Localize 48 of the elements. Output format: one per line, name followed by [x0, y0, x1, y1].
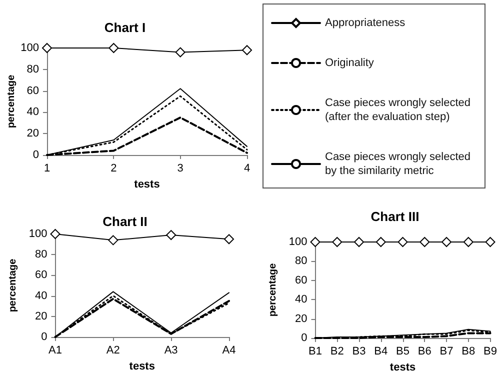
y-tick-label: 20: [26, 128, 39, 140]
x-tick-label: B8: [462, 346, 476, 358]
y-tick-label: 20: [295, 312, 308, 325]
legend-label: Case pieces wrongly selected by the similarity metric: [325, 151, 474, 177]
x-tick-label: B5: [396, 346, 410, 358]
chart-title: Chart I: [104, 20, 146, 35]
legend-label: Originality: [325, 57, 374, 69]
y-tick-label: 60: [295, 274, 308, 286]
legend-label: Appropriateness: [325, 17, 406, 29]
y-tick-label: 40: [295, 294, 308, 306]
x-axis-title: tests: [129, 360, 155, 372]
x-tick-label: A3: [164, 344, 178, 356]
x-tick-label: A4: [222, 344, 236, 356]
y-tick-label: 80: [35, 248, 48, 261]
y-tick-label: 100: [20, 42, 39, 54]
legend-label: Case pieces wrongly selected (after the evaluation step): [325, 97, 474, 123]
chart-title: Chart III: [370, 209, 420, 224]
x-tick-label: B9: [484, 346, 498, 358]
x-tick-label: B7: [440, 346, 454, 358]
x-tick-label: B3: [352, 346, 366, 358]
y-tick-label: 0: [41, 331, 48, 343]
x-tick-label: 4: [244, 162, 250, 174]
y-tick-label: 80: [295, 255, 308, 268]
y-tick-label: 100: [288, 236, 308, 248]
y-tick-label: 40: [35, 290, 48, 302]
x-tick-label: B4: [374, 346, 388, 358]
y-tick-label: 80: [26, 63, 39, 76]
x-tick-label: A1: [48, 344, 62, 356]
y-tick-label: 0: [301, 332, 308, 344]
x-tick-label: 1: [44, 162, 50, 174]
y-tick-label: 100: [28, 228, 48, 240]
x-tick-label: A2: [106, 344, 120, 356]
x-tick-label: B2: [330, 346, 344, 358]
x-axis-title: tests: [134, 178, 160, 190]
y-axis-title: percentage: [268, 262, 278, 317]
x-tick-label: B1: [308, 346, 322, 358]
y-tick-label: 60: [26, 84, 39, 97]
y-tick-label: 0: [32, 149, 39, 161]
chart-title: Chart II: [102, 214, 148, 229]
x-tick-label: 2: [110, 162, 117, 174]
y-tick-label: 40: [26, 106, 39, 118]
x-tick-label: 3: [177, 162, 184, 174]
x-tick-label: B6: [418, 346, 432, 358]
y-tick-label: 60: [35, 269, 48, 282]
y-tick-label: 20: [35, 310, 48, 322]
y-axis-title: percentage: [6, 74, 18, 128]
y-axis-title: percentage: [8, 258, 18, 312]
x-axis-title: tests: [390, 361, 416, 374]
